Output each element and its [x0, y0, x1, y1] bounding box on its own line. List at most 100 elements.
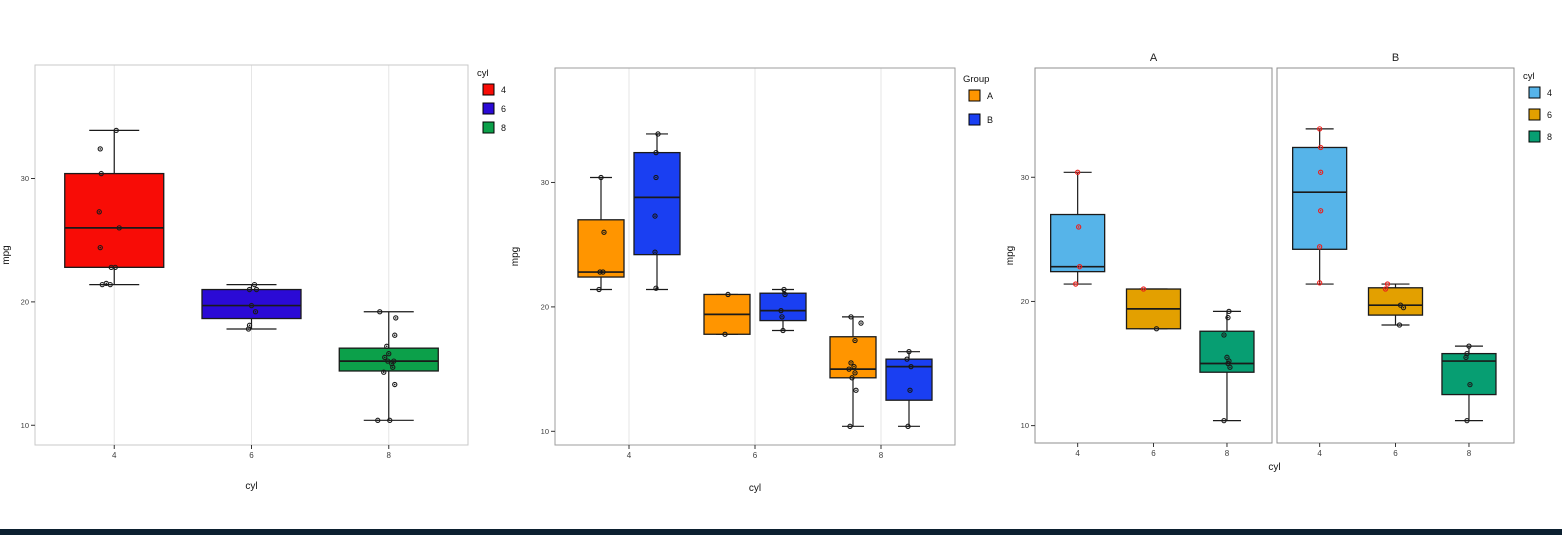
- jitter-point-center: [1226, 356, 1228, 359]
- jitter-point-center: [598, 288, 600, 291]
- jitter-point-center: [906, 358, 908, 360]
- jitter-point-center: [1155, 327, 1158, 330]
- jitter-point: [1384, 281, 1391, 287]
- jitter-point-center: [390, 362, 393, 365]
- jitter-point: [778, 307, 784, 314]
- jitter-point: [116, 225, 122, 231]
- jitter-point-center: [782, 329, 784, 332]
- jitter-point: [384, 343, 390, 349]
- legend-label: 6: [1547, 110, 1552, 120]
- jitter-point-center: [654, 215, 656, 217]
- jitter-point-center: [386, 360, 389, 362]
- jitter-point: [1075, 169, 1081, 175]
- legend-title: cyl: [1523, 71, 1535, 82]
- jitter-point: [252, 309, 259, 315]
- legend-swatch: [482, 102, 495, 115]
- jitter-point: [781, 286, 787, 293]
- boxplot-chart-mpg-by-cyl: 4 6 8 10 20 30 cyl mpg cyl 4 6 8: [1, 64, 506, 492]
- jitter-point-center: [784, 293, 786, 296]
- legend-label: 6: [501, 104, 506, 114]
- x-axis-tick-label: 4: [1075, 449, 1080, 458]
- jitter-point: [1467, 381, 1473, 388]
- jitter-point-center: [250, 304, 253, 307]
- jitter-point-center: [780, 309, 782, 312]
- jitter-point: [1318, 208, 1324, 214]
- box: [64, 172, 165, 268]
- jitter-point: [905, 423, 911, 429]
- box: [759, 292, 807, 322]
- jitter-point-center: [248, 288, 251, 291]
- legend-label: 8: [1547, 132, 1552, 142]
- legend-title: Group: [963, 74, 989, 85]
- jitter-point: [847, 423, 853, 429]
- jitter-point-center: [254, 310, 257, 313]
- boxplot-chart-mpg-by-cyl-faceted-by-group: A 4 6 8 10 20 30 B 4 6 8 cyl mpg cyl 4 6 8: [1005, 52, 1552, 473]
- jitter-point-center: [378, 310, 381, 313]
- jitter-point: [597, 269, 603, 275]
- jitter-point-center: [1319, 171, 1322, 174]
- jitter-point-center: [99, 246, 102, 249]
- x-axis-tick-label: 4: [627, 451, 632, 460]
- jitter-point: [1400, 305, 1407, 311]
- jitter-point-center: [382, 371, 385, 374]
- jitter-point-center: [388, 419, 391, 422]
- jitter-point: [653, 285, 659, 291]
- jitter-point: [385, 358, 391, 364]
- jitter-point: [1318, 169, 1324, 175]
- legend-label: 4: [1547, 88, 1552, 98]
- y-axis-tick-label: 10: [21, 421, 29, 430]
- jitter-point-center: [393, 334, 396, 336]
- jitter-point-center: [909, 389, 911, 392]
- x-axis-tick-label: 8: [1467, 449, 1472, 458]
- box: [633, 151, 681, 256]
- jitter-point-center: [255, 288, 258, 291]
- jitter-point: [97, 244, 103, 251]
- y-axis-tick-label: 10: [1021, 421, 1029, 430]
- jitter-point-center: [724, 333, 726, 336]
- jitter-point-center: [1077, 226, 1080, 228]
- y-axis-tick-label: 20: [541, 302, 549, 311]
- legend-swatch: [1528, 130, 1541, 143]
- jitter-point: [375, 417, 381, 423]
- jitter-point-center: [376, 419, 379, 422]
- jitter-point: [858, 320, 864, 326]
- jitter-point-center: [1386, 283, 1389, 285]
- jitter-point: [1077, 264, 1083, 270]
- jitter-point-center: [600, 176, 602, 179]
- jitter-point-center: [383, 356, 386, 359]
- jitter-point-center: [853, 365, 855, 368]
- jitter-point: [725, 291, 731, 298]
- jitter-point-center: [849, 425, 851, 428]
- jitter-point: [96, 209, 102, 215]
- jitter-point: [248, 302, 255, 309]
- legend-title: cyl: [477, 68, 489, 79]
- y-axis-tick-label: 30: [21, 174, 29, 183]
- jitter-point: [1227, 364, 1233, 370]
- jitter-point-center: [109, 283, 112, 286]
- jitter-point-center: [860, 322, 862, 324]
- jitter-point-center: [387, 352, 390, 355]
- jitter-point-center: [110, 266, 113, 269]
- jitter-point-center: [393, 383, 396, 386]
- jitter-point: [246, 286, 253, 293]
- jitter-point-center: [394, 317, 397, 319]
- jitter-point: [846, 366, 852, 372]
- jitter-point-center: [850, 362, 852, 364]
- jitter-point: [782, 291, 788, 298]
- jitter-point: [600, 269, 606, 275]
- jitter-point-center: [248, 324, 251, 327]
- jitter-point-center: [1465, 356, 1467, 359]
- jitter-point: [1466, 343, 1472, 349]
- jitter-point-center: [655, 151, 657, 154]
- y-axis-tick-label: 30: [1021, 173, 1029, 182]
- jitter-point-center: [101, 283, 104, 286]
- jitter-point-center: [105, 282, 108, 285]
- jitter-point-center: [654, 251, 656, 253]
- legend-label: 4: [501, 85, 506, 95]
- jitter-point: [722, 331, 728, 337]
- jitter-point: [598, 174, 604, 181]
- jitter-point-center: [1076, 171, 1079, 174]
- jitter-point: [852, 370, 858, 376]
- jitter-point-center: [1384, 288, 1387, 290]
